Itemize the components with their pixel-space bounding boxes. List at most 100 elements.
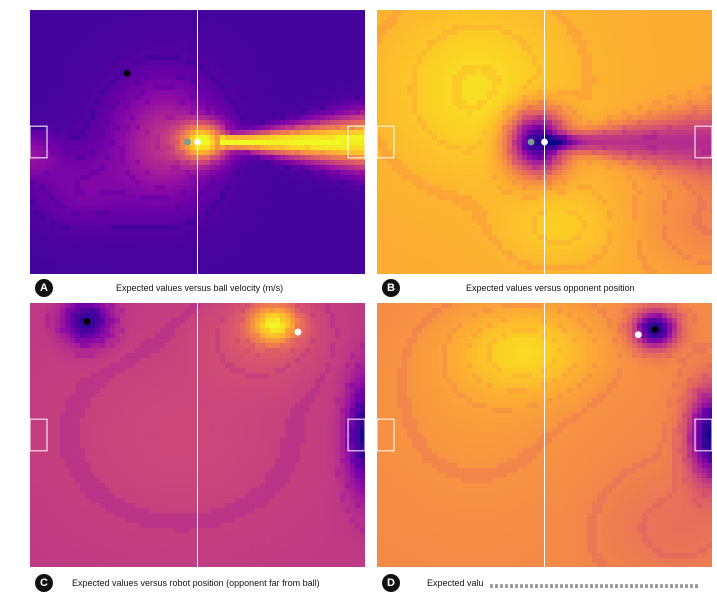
heatmap-cell bbox=[315, 215, 321, 221]
heatmap-cell bbox=[422, 110, 428, 116]
heatmap-cell bbox=[270, 265, 276, 271]
heatmap-cell bbox=[140, 195, 146, 201]
heatmap-cell bbox=[315, 100, 321, 106]
heatmap-cell bbox=[240, 145, 246, 151]
heatmap-cell bbox=[170, 180, 176, 186]
heatmap-cell bbox=[265, 150, 271, 156]
heatmap-cell bbox=[160, 40, 166, 46]
heatmap-cell bbox=[657, 20, 663, 26]
heatmap-cell bbox=[567, 65, 573, 71]
heatmap-cell bbox=[412, 35, 418, 41]
heatmap-cell bbox=[467, 110, 473, 116]
heatmap-cell bbox=[245, 125, 251, 131]
heatmap-cell bbox=[255, 50, 261, 56]
heatmap-cell bbox=[592, 30, 598, 36]
heatmap-cell bbox=[315, 130, 321, 136]
heatmap-cell bbox=[40, 260, 46, 266]
heatmap-cell bbox=[547, 75, 553, 81]
heatmap-cell bbox=[200, 105, 206, 111]
heatmap-cell bbox=[240, 45, 246, 51]
heatmap-cell bbox=[437, 75, 443, 81]
heatmap-cell bbox=[285, 90, 291, 96]
heatmap-cell bbox=[100, 75, 106, 81]
heatmap-cell bbox=[95, 20, 101, 26]
heatmap-cell bbox=[125, 155, 131, 161]
heatmap-cell bbox=[210, 245, 216, 251]
heatmap-cell bbox=[215, 195, 221, 201]
heatmap-cell bbox=[140, 225, 146, 231]
heatmap-cell bbox=[150, 225, 156, 231]
heatmap-cell bbox=[105, 255, 111, 261]
heatmap-cell bbox=[355, 25, 361, 31]
heatmap-cell bbox=[270, 160, 276, 166]
heatmap-cell bbox=[295, 190, 301, 196]
heatmap-cell bbox=[522, 75, 528, 81]
heatmap-cell bbox=[45, 240, 51, 246]
heatmap-cell bbox=[345, 15, 351, 21]
heatmap-cell bbox=[527, 60, 533, 66]
heatmap-cell bbox=[377, 75, 383, 81]
heatmap-cell bbox=[335, 265, 341, 271]
heatmap-cell bbox=[345, 35, 351, 41]
heatmap-cell bbox=[275, 230, 281, 236]
heatmap-cell bbox=[50, 120, 56, 126]
heatmap-cell bbox=[407, 100, 413, 106]
heatmap-cell bbox=[552, 105, 558, 111]
heatmap-cell bbox=[245, 65, 251, 71]
heatmap-cell bbox=[330, 40, 336, 46]
heatmap-cell bbox=[397, 50, 403, 56]
heatmap-cell bbox=[180, 55, 186, 61]
heatmap-cell bbox=[90, 160, 96, 166]
heatmap-cell bbox=[190, 120, 196, 126]
heatmap-cell bbox=[350, 225, 356, 231]
heatmap-cell bbox=[335, 45, 341, 51]
heatmap-cell bbox=[90, 90, 96, 96]
heatmap-cell bbox=[125, 240, 131, 246]
heatmap-cell bbox=[45, 175, 51, 181]
heatmap-cell bbox=[185, 80, 191, 86]
heatmap-cell bbox=[667, 95, 673, 101]
heatmap-cell bbox=[185, 200, 191, 206]
heatmap-cell bbox=[155, 200, 161, 206]
heatmap-cell bbox=[155, 30, 161, 36]
heatmap-cell bbox=[65, 180, 71, 186]
heatmap-cell bbox=[180, 150, 186, 156]
heatmap-cell bbox=[165, 125, 171, 131]
heatmap-cell bbox=[135, 170, 141, 176]
heatmap-cell bbox=[552, 80, 558, 86]
heatmap-cell bbox=[360, 190, 365, 196]
heatmap-cell bbox=[150, 60, 156, 66]
heatmap-cell bbox=[360, 35, 365, 41]
heatmap-cell bbox=[652, 55, 658, 61]
heatmap-cell bbox=[30, 225, 36, 231]
heatmap-cell bbox=[170, 150, 176, 156]
heatmap-cell bbox=[65, 255, 71, 261]
heatmap-cell bbox=[637, 35, 643, 41]
heatmap-cell bbox=[417, 90, 423, 96]
heatmap-cell bbox=[70, 225, 76, 231]
heatmap-cell bbox=[245, 235, 251, 241]
heatmap-cell bbox=[662, 105, 668, 111]
heatmap-cell bbox=[355, 250, 361, 256]
heatmap-cell bbox=[135, 130, 141, 136]
heatmap-cell bbox=[622, 105, 628, 111]
heatmap-cell bbox=[35, 240, 41, 246]
heatmap-cell bbox=[602, 80, 608, 86]
heatmap-cell bbox=[662, 110, 668, 116]
heatmap-cell bbox=[210, 35, 216, 41]
heatmap-cell bbox=[607, 65, 613, 71]
heatmap-cell bbox=[225, 75, 231, 81]
heatmap-cell bbox=[270, 115, 276, 121]
heatmap-cell bbox=[487, 100, 493, 106]
heatmap-cell bbox=[280, 25, 286, 31]
heatmap-cell bbox=[130, 170, 136, 176]
heatmap-cell bbox=[85, 130, 91, 136]
heatmap-cell bbox=[462, 80, 468, 86]
heatmap-cell bbox=[360, 65, 365, 71]
heatmap-cell bbox=[235, 155, 241, 161]
heatmap-cell bbox=[527, 20, 533, 26]
heatmap-cell bbox=[165, 135, 171, 141]
heatmap-cell bbox=[290, 60, 296, 66]
heatmap-cell bbox=[170, 100, 176, 106]
heatmap-cell bbox=[412, 85, 418, 91]
